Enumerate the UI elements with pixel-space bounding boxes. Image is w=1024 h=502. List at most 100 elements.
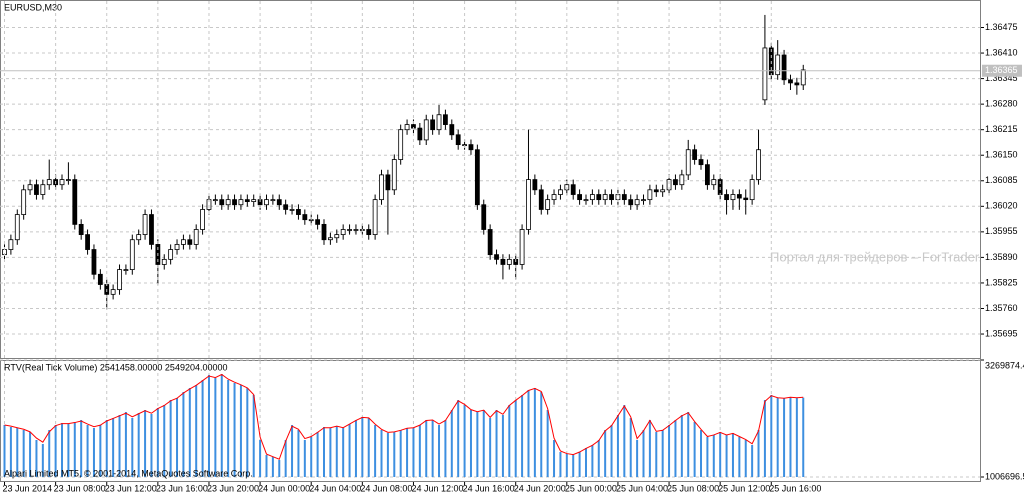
volume-bar [694,422,696,477]
y-tick-label: 1.36150 [985,150,1018,160]
indicator-title: RTV(Real Tick Volume) 2541458.00000 2549… [4,362,228,372]
candle-body [162,259,166,264]
volume-bar [412,428,414,477]
volume-bar [572,455,574,477]
candle-body [124,270,128,271]
candle-body [418,128,422,140]
candle-body [597,195,601,200]
x-tick-label: 23 Jun 20:00 [207,483,259,493]
volume-bar [444,420,446,477]
candle-body [437,115,441,130]
volume-bar [246,388,248,477]
candle-body [220,200,224,205]
candle-body [47,180,51,185]
volume-bar [432,420,434,477]
volume-bar [323,427,325,477]
volume-bar [687,412,689,477]
candle-body [348,229,352,230]
candle-body [654,190,658,192]
volume-bar [317,432,319,477]
volume-bar [425,420,427,477]
candle-body [590,195,594,200]
chart-title: EURUSD,M30 [4,2,62,12]
volume-bar [527,390,529,477]
current-price-label: 1.36365 [985,65,1018,75]
candle-body [776,55,780,75]
volume-bar [406,428,408,477]
x-tick-label: 24 Jun 08:00 [360,483,412,493]
candle-body [648,190,652,200]
candle-body [66,180,70,181]
y-tick-label: 1.35955 [985,226,1018,236]
candle-body [149,215,153,245]
candle-body [386,175,390,190]
volume-bar [368,418,370,477]
volume-bar [451,410,453,477]
candle-body [233,200,237,205]
y-tick-label: 1.35890 [985,252,1018,262]
x-tick-label: 25 Jun 08:00 [667,483,719,493]
volume-bar [604,430,606,477]
x-tick-label: 23 Jun 12:00 [105,483,157,493]
volume-bar [387,433,389,477]
volume-bar [534,388,536,477]
volume-bar [355,420,357,477]
candle-body [705,165,709,185]
volume-bar [643,430,645,477]
volume-bar [777,398,779,477]
candle-body [303,215,307,220]
candle-body [501,259,505,264]
candle-body [763,48,767,100]
x-tick-label: 25 Jun 04:00 [616,483,668,493]
volume-bar [310,437,312,477]
volume-bar [674,420,676,477]
volume-bar [259,440,261,477]
volume-bar [285,440,287,477]
candle-body [431,120,435,130]
candle-body [507,259,511,264]
volume-bar [547,410,549,477]
volume-bar [240,385,242,477]
volume-bar [438,425,440,477]
volume-bar [297,430,299,477]
candle-body [693,150,697,160]
volume-bar [770,395,772,477]
volume-bar [202,380,204,477]
candle-body [399,130,403,160]
volume-bar [470,410,472,477]
volume-bar [253,395,255,477]
candle-body [188,240,192,245]
volume-bar [182,392,184,477]
x-tick-label: 25 Jun 00:00 [565,483,617,493]
candle-body [111,290,115,295]
volume-bar [566,454,568,477]
candle-body [712,180,716,185]
candle-body [169,250,173,260]
volume-bar [553,440,555,477]
volume-bar [221,374,223,477]
volume-bar [227,380,229,477]
main-pane [1,1,981,359]
volume-bar [796,398,798,477]
x-tick-label: 23 Jun 08:00 [54,483,106,493]
candle-body [194,229,198,244]
candle-body [130,240,134,270]
candle-body [245,200,249,202]
volume-bar [234,383,236,477]
volume-bar [617,415,619,477]
candle-body [533,180,537,190]
volume-bar [732,433,734,477]
volume-bar [349,424,351,477]
volume-bar [758,430,760,477]
y-tick-label: 1006696.52 [985,471,1024,481]
candle-body [443,115,447,125]
volume-bar [738,437,740,477]
candle-body [373,200,377,235]
volume-bar [681,415,683,477]
volume-bar [649,420,651,477]
volume-bar [419,425,421,477]
volume-bar [719,432,721,477]
candle-body [731,195,735,200]
volume-bar [802,398,804,477]
